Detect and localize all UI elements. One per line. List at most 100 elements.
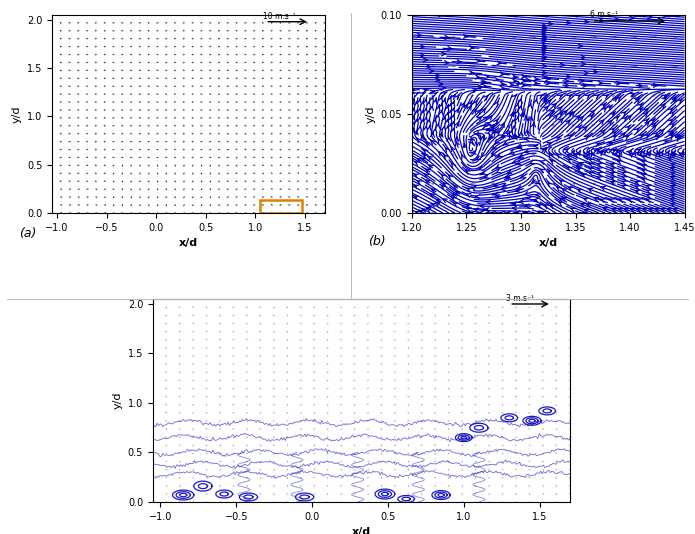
FancyArrowPatch shape: [524, 116, 528, 121]
FancyArrowPatch shape: [598, 177, 603, 180]
FancyArrowPatch shape: [495, 140, 499, 144]
FancyArrowPatch shape: [466, 194, 471, 197]
FancyArrowPatch shape: [542, 64, 546, 68]
FancyArrowPatch shape: [475, 131, 479, 136]
FancyArrowPatch shape: [436, 106, 440, 111]
FancyArrowPatch shape: [567, 167, 572, 171]
FancyArrowPatch shape: [659, 151, 663, 156]
FancyArrowPatch shape: [649, 208, 653, 212]
FancyArrowPatch shape: [624, 136, 628, 140]
FancyArrowPatch shape: [577, 168, 582, 172]
FancyArrowPatch shape: [594, 197, 598, 201]
FancyArrowPatch shape: [433, 119, 436, 124]
FancyArrowPatch shape: [567, 155, 572, 159]
FancyArrowPatch shape: [483, 136, 486, 141]
FancyArrowPatch shape: [575, 154, 580, 158]
FancyArrowPatch shape: [496, 164, 500, 168]
FancyArrowPatch shape: [644, 134, 649, 138]
FancyArrowPatch shape: [635, 98, 640, 103]
FancyArrowPatch shape: [493, 183, 498, 187]
FancyArrowPatch shape: [477, 116, 482, 121]
FancyArrowPatch shape: [647, 199, 651, 202]
FancyArrowPatch shape: [432, 203, 436, 207]
FancyArrowPatch shape: [542, 148, 546, 153]
FancyArrowPatch shape: [512, 126, 516, 130]
FancyArrowPatch shape: [517, 144, 521, 148]
FancyArrowPatch shape: [607, 120, 612, 125]
FancyArrowPatch shape: [516, 211, 520, 215]
FancyArrowPatch shape: [622, 117, 627, 121]
FancyArrowPatch shape: [669, 132, 673, 136]
FancyArrowPatch shape: [653, 83, 657, 87]
FancyArrowPatch shape: [542, 39, 546, 43]
FancyArrowPatch shape: [480, 81, 485, 85]
FancyArrowPatch shape: [482, 84, 486, 88]
FancyArrowPatch shape: [622, 177, 627, 180]
FancyArrowPatch shape: [451, 147, 455, 152]
FancyArrowPatch shape: [548, 22, 553, 26]
FancyArrowPatch shape: [490, 130, 495, 134]
FancyArrowPatch shape: [611, 177, 615, 180]
FancyArrowPatch shape: [542, 33, 546, 36]
FancyArrowPatch shape: [534, 198, 539, 202]
FancyArrowPatch shape: [414, 174, 419, 178]
FancyArrowPatch shape: [475, 195, 480, 199]
FancyArrowPatch shape: [588, 189, 593, 192]
FancyArrowPatch shape: [638, 83, 642, 88]
FancyArrowPatch shape: [490, 135, 494, 139]
FancyArrowPatch shape: [445, 119, 449, 124]
FancyArrowPatch shape: [532, 179, 537, 183]
FancyArrowPatch shape: [576, 151, 580, 156]
FancyArrowPatch shape: [447, 137, 451, 142]
FancyArrowPatch shape: [425, 180, 430, 184]
FancyArrowPatch shape: [662, 97, 667, 101]
FancyArrowPatch shape: [445, 113, 449, 117]
FancyArrowPatch shape: [630, 208, 635, 212]
FancyArrowPatch shape: [441, 185, 446, 190]
FancyArrowPatch shape: [473, 101, 477, 106]
FancyArrowPatch shape: [619, 199, 624, 202]
FancyArrowPatch shape: [589, 172, 594, 176]
Bar: [261, 200, 302, 213]
FancyArrowPatch shape: [448, 117, 452, 122]
FancyArrowPatch shape: [541, 148, 545, 152]
FancyArrowPatch shape: [409, 93, 414, 98]
FancyArrowPatch shape: [632, 151, 636, 156]
FancyArrowPatch shape: [505, 174, 510, 178]
FancyArrowPatch shape: [512, 79, 516, 83]
FancyArrowPatch shape: [420, 101, 425, 106]
FancyArrowPatch shape: [518, 99, 522, 104]
FancyArrowPatch shape: [641, 169, 646, 173]
FancyArrowPatch shape: [567, 95, 571, 99]
FancyArrowPatch shape: [508, 123, 512, 128]
FancyArrowPatch shape: [448, 46, 452, 50]
FancyArrowPatch shape: [490, 124, 494, 129]
FancyArrowPatch shape: [443, 199, 448, 202]
FancyArrowPatch shape: [454, 203, 459, 207]
FancyArrowPatch shape: [432, 189, 436, 193]
X-axis label: x/d: x/d: [539, 238, 558, 248]
FancyArrowPatch shape: [473, 89, 477, 92]
FancyArrowPatch shape: [538, 205, 542, 208]
FancyArrowPatch shape: [525, 150, 529, 153]
FancyArrowPatch shape: [582, 127, 587, 131]
FancyArrowPatch shape: [567, 113, 571, 117]
FancyArrowPatch shape: [610, 113, 614, 117]
FancyArrowPatch shape: [566, 75, 571, 78]
FancyArrowPatch shape: [542, 30, 546, 34]
FancyArrowPatch shape: [439, 152, 443, 156]
FancyArrowPatch shape: [672, 98, 676, 103]
FancyArrowPatch shape: [411, 108, 416, 113]
FancyArrowPatch shape: [463, 144, 467, 148]
FancyArrowPatch shape: [635, 149, 640, 153]
FancyArrowPatch shape: [553, 115, 557, 119]
FancyArrowPatch shape: [603, 95, 608, 99]
FancyArrowPatch shape: [542, 26, 546, 29]
FancyArrowPatch shape: [575, 115, 580, 120]
FancyArrowPatch shape: [646, 152, 650, 156]
FancyArrowPatch shape: [621, 112, 626, 116]
Text: (a): (a): [19, 226, 37, 240]
FancyArrowPatch shape: [425, 169, 430, 173]
FancyArrowPatch shape: [414, 130, 418, 135]
FancyArrowPatch shape: [538, 211, 542, 215]
